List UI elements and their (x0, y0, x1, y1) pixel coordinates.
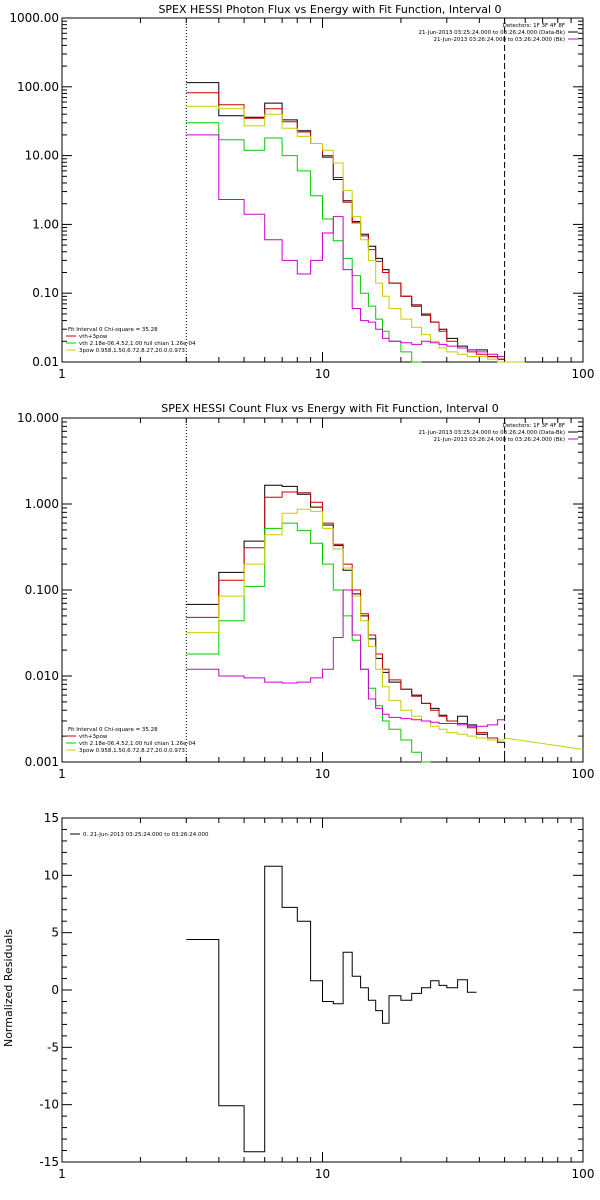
series-line (186, 92, 505, 360)
fit-info-line: vth 2.18e-06,4.52,1.00 full chian 1.26e-… (79, 341, 196, 347)
series-line (186, 82, 505, 360)
y-tick-label: 1000.00 (9, 11, 59, 25)
x-tick-label: 100 (572, 767, 595, 781)
y-tick-label: 0 (51, 983, 59, 997)
header-line: 21-Jun-2013 03:25:24.000 to 03:26:24.000… (419, 30, 565, 36)
x-tick-label: 100 (572, 367, 595, 381)
fit-info-line: 3pow 0.958,1.50,6.72,8.27,20.0,0.973 (79, 748, 185, 754)
x-tick-label: 100 (572, 1167, 595, 1181)
fit-info-line: vth+3pow (79, 734, 108, 740)
series-line (186, 491, 505, 741)
y-tick-label: -10 (39, 1098, 59, 1112)
y-tick-label: 1.000 (25, 497, 59, 511)
y-tick-label: 0.10 (32, 286, 59, 300)
series-line (186, 122, 422, 363)
panel2-count-flux-plot: 1 10 100 0.001 0.010 0.100 1.000 10.000 Detector… (17, 411, 594, 781)
y-tick-label: 100.00 (17, 80, 59, 94)
y-tick-label: 0.01 (32, 355, 59, 369)
header-line: 21-Jun-2013 03:26:24.000 to 03:26:24.000… (433, 437, 565, 443)
panel1-photon-flux-plot: 1 10 100 0.01 0.10 1.00 10.00 100.00 1000.00 Dete… (9, 11, 594, 381)
panel1-title: SPEX HESSI Photon Flux vs Energy with Fi… (158, 3, 501, 16)
y-tick-label: 10.00 (25, 149, 59, 163)
x-tick-label: 10 (315, 367, 330, 381)
panel3-residuals-plot: 1 10 100 -15 -10 -5 0 5 10 15 0. 21-Jun-2013 03:25… (39, 811, 594, 1181)
fit-info-line: 3pow 0.958,1.50,6.72,8.27,20.0,0.973 (79, 348, 185, 354)
x-tick-label: 1 (58, 767, 66, 781)
series-line (186, 105, 526, 363)
series-line (186, 865, 477, 1153)
y-tick-label: 1.00 (32, 217, 59, 231)
x-tick-label: 10 (315, 767, 330, 781)
header-line: 21-Jun-2013 03:25:24.000 to 03:26:24.000… (419, 430, 565, 436)
series-line (186, 522, 431, 763)
header-line: Detectors: 1F 3F 4F 8F (503, 423, 565, 429)
x-tick-label: 1 (58, 1167, 66, 1181)
header-line: 21-Jun-2013 03:26:24.000 to 03:26:24.000… (433, 37, 565, 43)
y-tick-label: 10 (44, 868, 59, 882)
y-tick-label: -15 (39, 1155, 59, 1169)
y-tick-label: 0.010 (25, 669, 59, 683)
y-tick-label: 0.001 (25, 755, 59, 769)
y-tick-label: -5 (47, 1040, 59, 1054)
fit-info-line: vth+3pow (79, 334, 108, 340)
fit-info-line: vth 2.18e-06,4.52,1.00 full chian 1.26e-… (79, 741, 196, 747)
series-line (504, 737, 584, 750)
y-tick-label: 0.100 (25, 583, 59, 597)
y-tick-label: 10.000 (17, 411, 59, 425)
series-line (186, 484, 505, 743)
x-tick-label: 1 (58, 367, 66, 381)
series-line (186, 589, 505, 727)
fit-info-line: Fit Interval 0 Chi-square = 35.28 (68, 327, 158, 333)
y-tick-label: 5 (51, 926, 59, 940)
y-tick-label: 15 (44, 811, 59, 825)
x-tick-label: 10 (315, 1167, 330, 1181)
fit-info-line: Fit Interval 0 Chi-square = 35.28 (68, 727, 158, 733)
header-line: Detectors: 1F 3F 4F 8F (503, 23, 565, 29)
residual-legend-text: 0. 21-Jun-2013 03:25:24.000 to 03:26:24.… (83, 832, 209, 838)
panel2-title: SPEX HESSI Count Flux vs Energy with Fit… (161, 402, 498, 415)
panel3-ylabel: Normalized Residuals (2, 929, 15, 1047)
series-line (186, 508, 505, 741)
series-line (186, 134, 505, 358)
